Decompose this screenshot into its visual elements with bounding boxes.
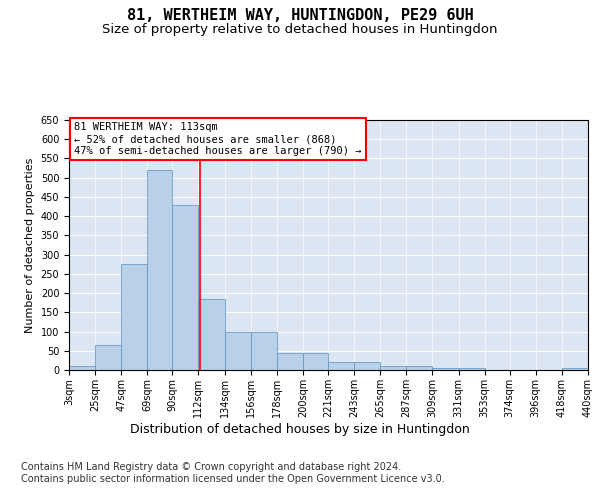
Bar <box>251 332 277 370</box>
Bar <box>406 366 433 370</box>
Bar <box>328 362 354 370</box>
Bar <box>562 368 588 370</box>
Bar <box>95 345 121 370</box>
Bar <box>199 299 224 370</box>
Bar <box>433 368 458 370</box>
Text: Contains HM Land Registry data © Crown copyright and database right 2024.
Contai: Contains HM Land Registry data © Crown c… <box>21 462 445 484</box>
Text: 81 WERTHEIM WAY: 113sqm
← 52% of detached houses are smaller (868)
47% of semi-d: 81 WERTHEIM WAY: 113sqm ← 52% of detache… <box>74 122 362 156</box>
Text: 81, WERTHEIM WAY, HUNTINGDON, PE29 6UH: 81, WERTHEIM WAY, HUNTINGDON, PE29 6UH <box>127 8 473 22</box>
Bar <box>69 366 95 370</box>
Bar <box>172 204 199 370</box>
Y-axis label: Number of detached properties: Number of detached properties <box>25 158 35 332</box>
Bar <box>458 368 485 370</box>
Bar <box>224 332 251 370</box>
Text: Distribution of detached houses by size in Huntingdon: Distribution of detached houses by size … <box>130 422 470 436</box>
Bar <box>354 362 380 370</box>
Text: Size of property relative to detached houses in Huntingdon: Size of property relative to detached ho… <box>102 22 498 36</box>
Bar <box>380 366 406 370</box>
Bar <box>148 170 172 370</box>
Bar <box>303 352 328 370</box>
Bar <box>121 264 148 370</box>
Bar <box>277 352 303 370</box>
